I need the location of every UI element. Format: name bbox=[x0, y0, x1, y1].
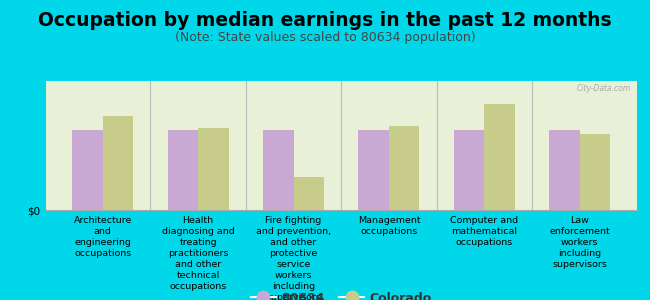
Bar bbox=[263, 130, 294, 210]
Text: City-Data.com: City-Data.com bbox=[577, 84, 631, 93]
Bar bbox=[484, 104, 515, 210]
Bar bbox=[294, 177, 324, 210]
Bar bbox=[103, 116, 133, 210]
Bar bbox=[389, 126, 419, 210]
Bar bbox=[168, 130, 198, 210]
Bar bbox=[358, 130, 389, 210]
Text: (Note: State values scaled to 80634 population): (Note: State values scaled to 80634 popu… bbox=[175, 32, 475, 44]
Bar bbox=[549, 130, 580, 210]
Bar bbox=[198, 128, 229, 210]
Legend: 80634, Colorado: 80634, Colorado bbox=[246, 286, 437, 300]
Text: Occupation by median earnings in the past 12 months: Occupation by median earnings in the pas… bbox=[38, 11, 612, 29]
Bar bbox=[580, 134, 610, 210]
Bar bbox=[454, 130, 484, 210]
Bar bbox=[72, 130, 103, 210]
